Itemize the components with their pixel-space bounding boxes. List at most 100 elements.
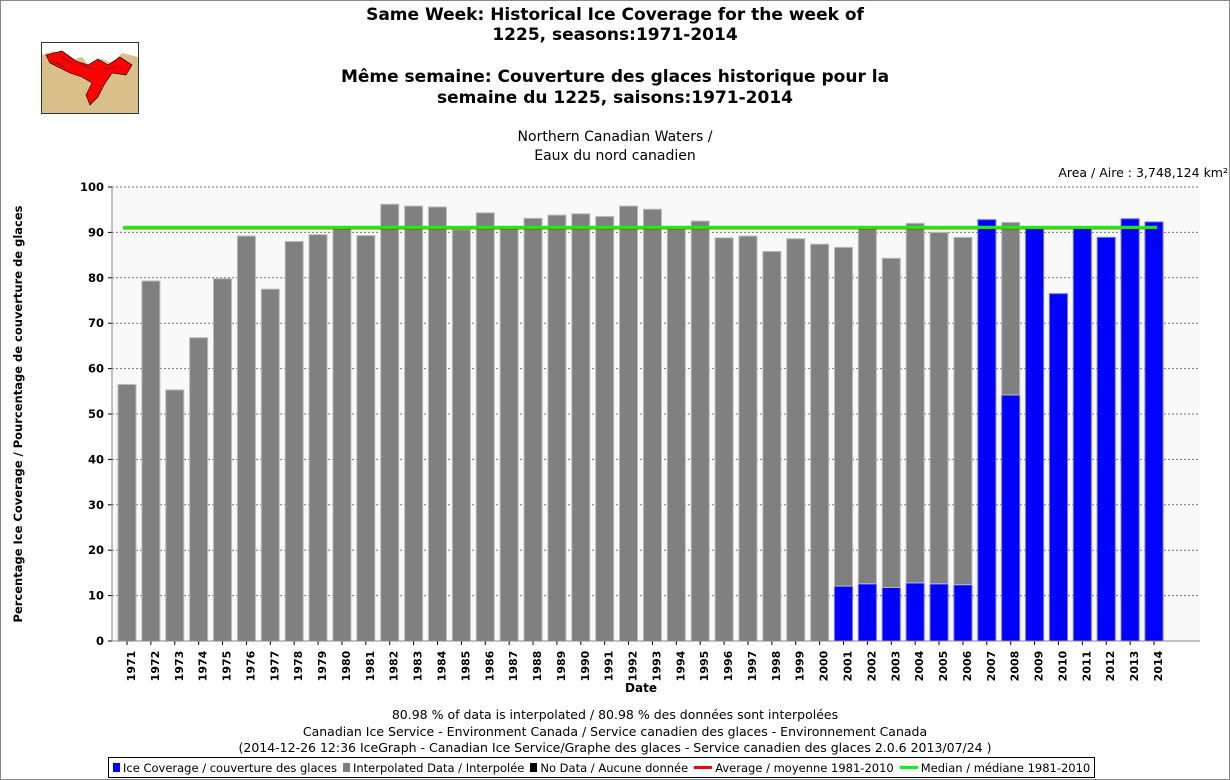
bar-ice-coverage <box>857 583 877 642</box>
region-name-en: Northern Canadian Waters / <box>517 129 713 145</box>
legend-item-ice: Ice Coverage / couverture des glaces <box>113 761 337 775</box>
legend-label: No Data / Aucune donnée <box>540 760 689 775</box>
legend-line <box>694 766 713 769</box>
bar-ice-coverage <box>977 219 997 642</box>
x-tick-label: 1995 <box>698 651 711 682</box>
y-tick-label: 50 <box>88 407 104 421</box>
x-tick-label: 2003 <box>889 651 902 682</box>
bar-ice-coverage <box>834 585 854 642</box>
region-map-thumbnail <box>41 42 139 114</box>
area-label: Area / Aire : 3,748,124 km² <box>1058 165 1228 180</box>
bar-interpolated <box>451 229 471 642</box>
bar-interpolated <box>523 217 543 642</box>
bar-interpolated <box>499 226 519 642</box>
bar-ice-coverage <box>1072 226 1092 642</box>
bar-interpolated <box>427 206 447 642</box>
x-tick-label: 1972 <box>149 651 162 682</box>
x-tick-label: 1990 <box>579 650 592 681</box>
bar-interpolated <box>571 213 591 642</box>
bar-interpolated <box>714 237 734 642</box>
bar-interpolated <box>332 226 352 642</box>
x-tick-label: 1974 <box>197 650 210 681</box>
bar-interpolated <box>619 205 639 642</box>
y-tick-label: 60 <box>88 362 104 376</box>
bar-interpolated <box>141 280 161 642</box>
x-tick-label: 2001 <box>842 651 855 682</box>
legend-label: Interpolated Data / Interpolée <box>352 760 525 775</box>
interpolation-note: 80.98 % of data is interpolated / 80.98 … <box>391 707 839 722</box>
bar-interpolated <box>260 288 280 642</box>
legend-label: Ice Coverage / couverture des glaces <box>123 760 337 775</box>
x-tick-label: 1985 <box>459 651 472 682</box>
legend-item-average: Average / moyenne 1981-2010 <box>694 761 894 775</box>
x-tick-label: 2000 <box>818 650 831 681</box>
x-tick-label: 2005 <box>937 651 950 682</box>
x-tick-label: 1973 <box>173 651 186 682</box>
bar-interpolated <box>189 337 209 642</box>
bar-interpolated <box>284 240 304 642</box>
x-tick-label: 1989 <box>555 651 568 682</box>
x-tick-label: 1983 <box>412 651 425 682</box>
x-tick-label: 1980 <box>340 650 353 681</box>
bar-ice-coverage <box>1120 218 1140 642</box>
bar-interpolated <box>308 234 328 642</box>
x-tick-label: 2010 <box>1056 650 1069 681</box>
x-tick-label: 1991 <box>603 651 616 682</box>
x-tick-label: 2002 <box>865 651 878 682</box>
bar-ice-coverage <box>881 586 901 642</box>
bar-interpolated <box>810 243 830 642</box>
y-tick-label: 10 <box>88 589 104 603</box>
bar-interpolated <box>117 383 137 642</box>
x-tick-label: 2009 <box>1033 651 1046 682</box>
bar-interpolated <box>404 205 424 642</box>
bar-interpolated <box>738 235 758 642</box>
x-tick-label: 1993 <box>650 651 663 682</box>
chart-title-en-2: 1225, seasons:1971-2014 <box>492 25 738 45</box>
bar-interpolated <box>857 225 877 585</box>
bar-ice-coverage <box>929 583 949 642</box>
bar-ice-coverage <box>1025 228 1045 642</box>
x-tick-label: 1982 <box>388 651 401 682</box>
bar-interpolated <box>356 235 376 642</box>
y-axis-title: Percentage Ice Coverage / Pourcentage de… <box>11 205 25 622</box>
bar-interpolated <box>165 389 185 642</box>
x-tick-label: 1987 <box>507 651 520 682</box>
bar-interpolated <box>380 203 400 642</box>
legend-swatch <box>530 763 538 772</box>
y-tick-label: 100 <box>80 180 104 194</box>
bar-interpolated <box>475 212 495 642</box>
legend-line <box>899 766 918 769</box>
bar-interpolated <box>834 246 854 587</box>
x-tick-label: 2008 <box>1009 651 1022 682</box>
x-tick-label: 1977 <box>268 651 281 682</box>
region-name-fr: Eaux du nord canadien <box>534 148 696 164</box>
x-tick-label: 1976 <box>244 650 257 681</box>
bar-interpolated <box>786 238 806 642</box>
chart-title-fr-1: Même semaine: Couverture des glaces hist… <box>340 67 890 87</box>
bar-interpolated <box>666 225 686 642</box>
bar-interpolated <box>881 257 901 588</box>
bar-interpolated <box>1001 221 1021 396</box>
legend-swatch <box>342 763 350 772</box>
x-tick-label: 2007 <box>985 651 998 682</box>
x-axis-title: Date <box>625 681 657 695</box>
bar-interpolated <box>642 208 662 642</box>
bar-interpolated <box>762 250 782 642</box>
bar-interpolated <box>953 236 973 586</box>
x-tick-label: 1975 <box>221 651 234 682</box>
bar-ice-coverage <box>1048 293 1068 642</box>
chart-title-fr-2: semaine du 1225, saisons:1971-2014 <box>436 88 793 108</box>
y-tick-label: 90 <box>88 225 104 239</box>
bar-interpolated <box>905 222 925 584</box>
bar-interpolated <box>595 216 615 642</box>
bar-interpolated <box>929 231 949 585</box>
bar-interpolated <box>213 278 233 642</box>
bar-ice-coverage <box>1096 236 1116 642</box>
y-tick-label: 70 <box>88 316 104 330</box>
x-tick-label: 2012 <box>1104 651 1117 682</box>
x-tick-label: 2011 <box>1080 651 1093 682</box>
x-tick-label: 2004 <box>913 650 926 681</box>
x-tick-label: 2013 <box>1128 651 1141 682</box>
chart-title-en-1: Same Week: Historical Ice Coverage for t… <box>366 5 864 25</box>
